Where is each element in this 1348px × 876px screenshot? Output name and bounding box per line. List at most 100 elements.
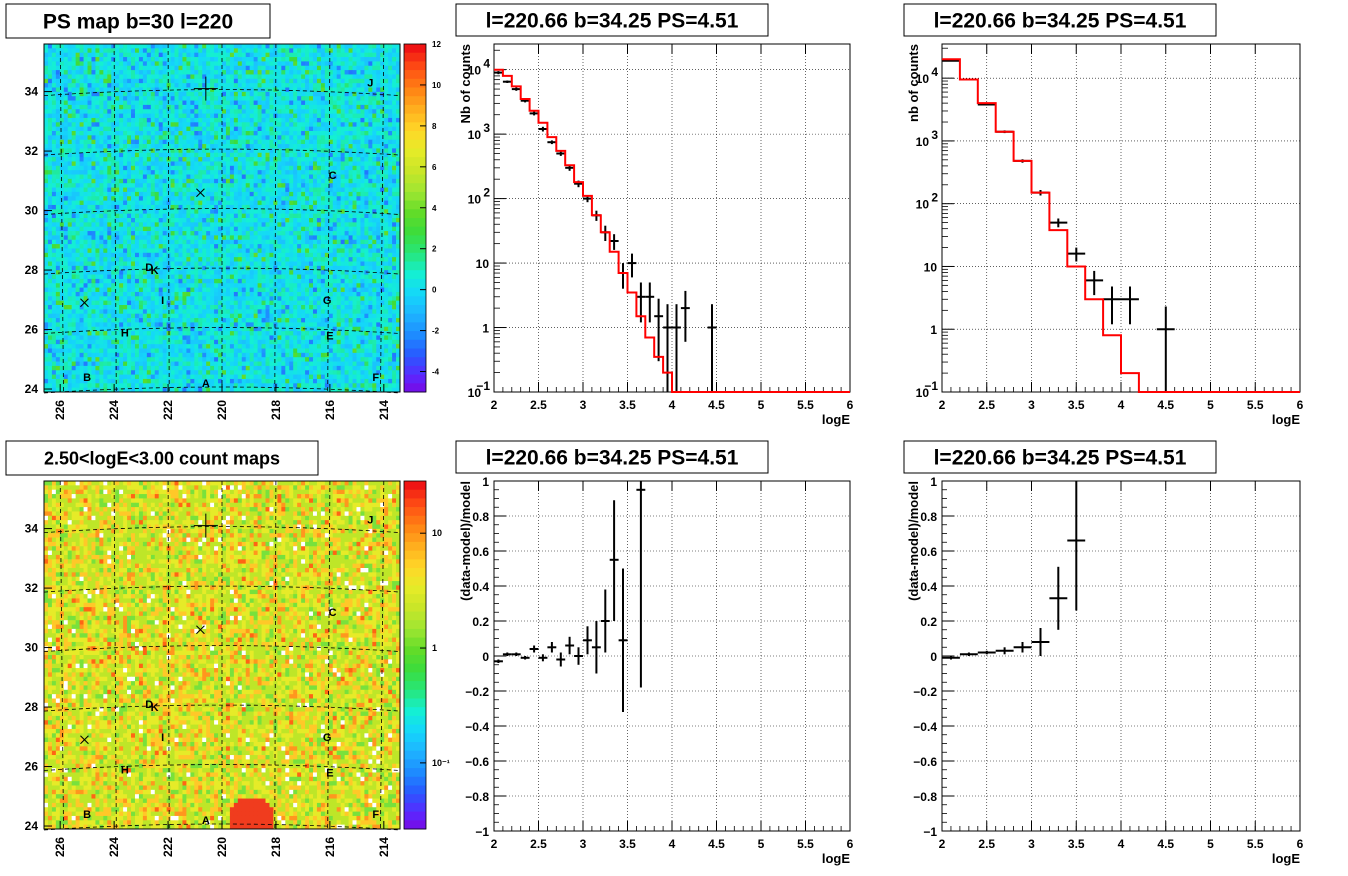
heatmap-cell (348, 70, 353, 75)
heatmap-cell (368, 144, 373, 149)
heatmap-cell (186, 252, 191, 258)
heatmap-cell (320, 126, 326, 132)
heatmap-cell (87, 57, 92, 62)
heatmap-cell (344, 117, 349, 123)
heatmap-cell (214, 226, 219, 232)
heatmap-cell (332, 235, 338, 241)
heatmap-cell (332, 204, 338, 210)
heatmap-cell (190, 74, 195, 80)
heatmap-cell (79, 187, 84, 193)
heatmap-cell (134, 74, 140, 80)
heatmap-cell (174, 187, 179, 193)
heatmap-cell (202, 91, 207, 97)
heatmap-cell (47, 104, 53, 110)
heatmap-cell (71, 87, 77, 93)
heatmap-cell (75, 104, 80, 110)
heatmap-cell (312, 109, 318, 114)
heatmap-cell (134, 44, 140, 49)
heatmap-cell (99, 204, 104, 210)
heatmap-cell (309, 91, 314, 97)
heatmap-cell (186, 144, 191, 149)
heatmap-cell (245, 52, 251, 58)
heatmap-cell (107, 57, 112, 62)
heatmap-cell (75, 52, 80, 58)
heatmap-cell (269, 148, 274, 154)
heatmap-cell (392, 135, 397, 141)
heatmap-cell (55, 244, 61, 249)
heatmap-cell (222, 187, 227, 193)
heatmap-cell (249, 248, 255, 254)
heatmap-cell (340, 113, 346, 119)
heatmap-cell (146, 122, 152, 128)
heatmap-cell (59, 283, 65, 288)
heatmap-cell (103, 117, 108, 123)
heatmap-cell (55, 139, 61, 145)
heatmap-cell (364, 257, 369, 262)
heatmap-cell (316, 235, 322, 241)
heatmap-cell (127, 170, 132, 175)
heatmap-cell (47, 235, 53, 241)
heatmap-cell (55, 248, 61, 254)
heatmap-cell (257, 48, 262, 54)
heatmap-cell (285, 52, 290, 58)
heatmap-cell (103, 113, 108, 119)
heatmap-cell (348, 144, 353, 149)
heatmap-cell (356, 187, 361, 193)
heatmap-cell (71, 274, 77, 280)
heatmap-cell (186, 57, 191, 62)
heatmap-cell (309, 122, 314, 128)
heatmap-cell (344, 174, 349, 180)
heatmap-cell (305, 278, 310, 284)
heatmap-cell (71, 44, 77, 49)
heatmap-cell (372, 65, 377, 71)
heatmap-cell (305, 235, 310, 241)
heatmap-cell (312, 278, 318, 284)
heatmap-cell (194, 48, 199, 54)
heatmap-cell (257, 170, 262, 175)
heatmap-cell (340, 65, 346, 71)
heatmap-cell (95, 57, 100, 62)
heatmap-cell (261, 96, 266, 101)
heatmap-cell (87, 74, 92, 80)
heatmap-cell (51, 139, 57, 145)
heatmap-cell (218, 48, 223, 54)
heatmap-cell (142, 170, 148, 175)
heatmap-cell (380, 87, 385, 93)
heatmap-cell (174, 78, 179, 84)
heatmap-cell (376, 222, 381, 228)
heatmap-cell (115, 165, 120, 171)
heatmap-cell (158, 83, 164, 88)
heatmap-cell (269, 183, 274, 188)
heatmap-cell (237, 200, 243, 206)
heatmap-cell (297, 257, 302, 262)
heatmap-cell (368, 209, 373, 215)
heatmap-cell (356, 126, 361, 132)
heatmap-cell (111, 122, 116, 128)
heatmap-cell (301, 274, 306, 280)
heatmap-cell (170, 100, 175, 106)
heatmap-cell (131, 187, 136, 193)
heatmap-cell (178, 222, 183, 228)
heatmap-cell (245, 96, 251, 101)
heatmap-cell (344, 165, 349, 171)
heatmap-cell (119, 283, 124, 288)
heatmap-cell (47, 191, 53, 197)
heatmap-cell (79, 235, 84, 241)
heatmap-cell (392, 244, 397, 249)
heatmap-cell (146, 248, 152, 254)
heatmap-cell (222, 87, 227, 93)
heatmap-cell (194, 135, 199, 141)
heatmap-cell (162, 74, 168, 80)
heatmap-cell (206, 183, 211, 188)
heatmap-cell (332, 252, 338, 258)
heatmap-cell (194, 257, 199, 262)
heatmap-cell (115, 70, 120, 75)
heatmap-cell (115, 161, 120, 167)
heatmap-cell (233, 96, 239, 101)
heatmap-cell (67, 78, 73, 84)
heatmap-cell (150, 96, 156, 101)
heatmap-cell (249, 204, 255, 210)
heatmap-cell (190, 239, 195, 245)
heatmap-cell (107, 248, 112, 254)
heatmap-cell (229, 161, 235, 167)
